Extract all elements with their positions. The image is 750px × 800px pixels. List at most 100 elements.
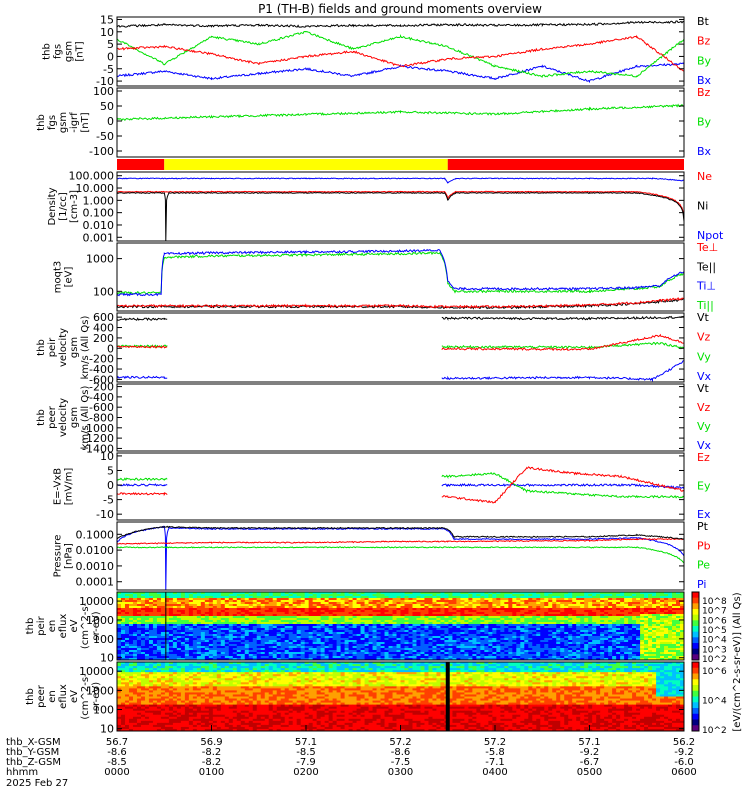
legend-label: By: [697, 116, 712, 129]
heatmap-cell: [608, 606, 613, 609]
heatmap-cell: [460, 626, 465, 629]
heatmap-cell: [272, 642, 278, 645]
heatmap-cell: [168, 642, 174, 645]
heatmap-cell: [452, 652, 458, 655]
heatmap-cell: [180, 620, 186, 623]
heatmap-cell: [364, 604, 370, 607]
heatmap-cell: [320, 602, 326, 605]
heatmap-cell: [388, 620, 394, 623]
heatmap-cell: [540, 630, 545, 633]
heatmap-cell: [196, 604, 202, 607]
heatmap-cell: [500, 634, 505, 637]
heatmap-cell: [636, 624, 641, 627]
heatmap-cell: [376, 644, 382, 647]
heatmap-cell: [556, 632, 561, 635]
heatmap-cell: [420, 656, 426, 659]
legend-label: Te||: [696, 260, 716, 273]
heatmap-cell: [300, 594, 306, 597]
heatmap-cell: [232, 650, 238, 653]
heatmap-cell: [408, 650, 414, 653]
heatmap-cell: [668, 638, 673, 641]
heatmap-cell: [532, 592, 537, 595]
heatmap-cell: [160, 596, 166, 599]
heatmap-cell: [176, 612, 182, 615]
heatmap-cell: [264, 650, 270, 653]
heatmap-cell: [656, 604, 661, 607]
heatmap-cell: [316, 606, 322, 609]
heatmap-cell: [596, 656, 601, 659]
heatmap-cell: [196, 640, 202, 643]
heatmap-cell: [632, 648, 637, 651]
heatmap-cell: [572, 596, 577, 599]
heatmap-cell: [588, 656, 593, 659]
heatmap-cell: [468, 598, 473, 601]
heatmap-cell: [452, 650, 458, 653]
heatmap-cell: [612, 642, 617, 645]
heatmap-cell: [444, 600, 450, 603]
heatmap-cell: [124, 648, 130, 651]
heatmap-cell: [632, 608, 637, 611]
heatmap-cell: [232, 616, 238, 619]
heatmap-cell: [452, 636, 458, 639]
heatmap-cell: [136, 604, 142, 607]
heatmap-cell: [384, 604, 390, 607]
heatmap-cell: [276, 640, 282, 643]
heatmap-cell: [664, 656, 669, 659]
heatmap-cell: [132, 606, 138, 609]
series-group: [117, 20, 684, 84]
heatmap-cell: [312, 596, 318, 599]
heatmap-cell: [680, 642, 684, 645]
heatmap-cell: [352, 596, 358, 599]
heatmap-cell: [272, 656, 278, 659]
heatmap-cell: [360, 642, 366, 645]
heatmap-cell: [264, 624, 270, 627]
heatmap-cell: [544, 592, 549, 595]
heatmap-cell: [424, 594, 430, 597]
heatmap-cell: [648, 616, 653, 619]
heatmap-cell: [220, 600, 226, 603]
heatmap-cell: [200, 604, 206, 607]
heatmap-cell: [464, 622, 469, 625]
heatmap-cell: [324, 592, 330, 595]
heatmap-cell: [416, 638, 422, 641]
heatmap-cell: [336, 638, 342, 641]
heatmap-cell: [592, 620, 597, 623]
heatmap-cell: [184, 624, 190, 627]
heatmap-cell: [416, 642, 422, 645]
heatmap-cell: [368, 594, 374, 597]
heatmap-cell: [220, 622, 226, 625]
heatmap-cell: [496, 600, 501, 603]
heatmap-cell: [408, 612, 414, 615]
heatmap-cell: [504, 606, 509, 609]
heatmap-cell: [448, 618, 454, 621]
heatmap-cell: [288, 598, 294, 601]
heatmap-cell: [284, 612, 290, 615]
heatmap-cell: [288, 608, 294, 611]
heatmap-cell: [212, 614, 218, 617]
heatmap-cell: [520, 606, 525, 609]
heatmap-cell: [632, 596, 637, 599]
heatmap-cell: [412, 600, 418, 603]
heatmap-cell: [428, 606, 434, 609]
heatmap-cell: [192, 616, 198, 619]
heatmap-cell: [640, 632, 645, 635]
heatmap-cell: [300, 596, 306, 599]
heatmap-cell: [648, 618, 653, 621]
heatmap-cell: [304, 634, 310, 637]
heatmap-cell: [180, 656, 186, 659]
heatmap-cell: [160, 592, 166, 595]
heatmap-cell: [292, 652, 298, 655]
heatmap-cell: [192, 610, 198, 613]
legend-label: Npot: [697, 229, 724, 242]
legend-label: Ey: [697, 480, 711, 493]
heatmap-cell: [364, 608, 370, 611]
heatmap-cell: [596, 650, 601, 653]
heatmap-cell: [660, 626, 665, 629]
heatmap-cell: [528, 634, 533, 637]
heatmap-cell: [412, 620, 418, 623]
heatmap-cell: [136, 608, 142, 611]
heatmap-cell: [632, 628, 637, 631]
heatmap-cell: [444, 642, 450, 645]
heatmap-cell: [164, 618, 170, 621]
